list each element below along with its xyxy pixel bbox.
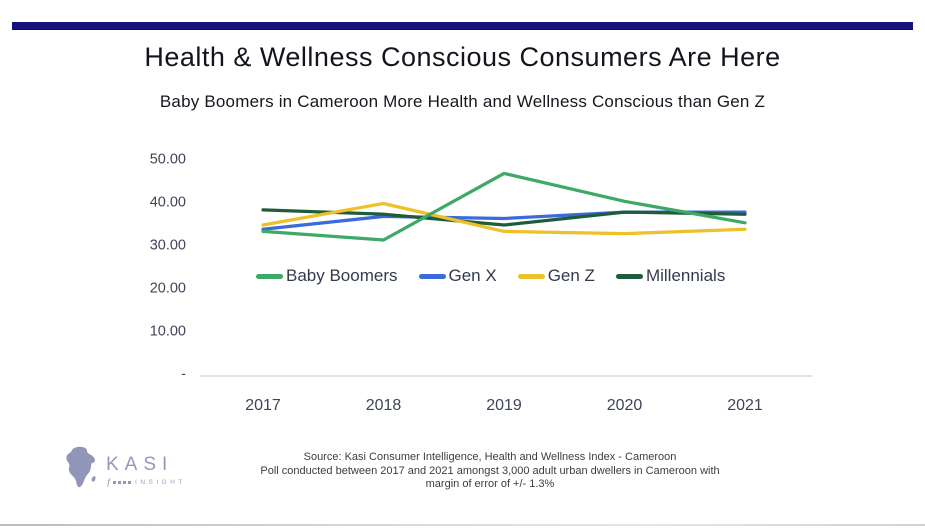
legend-item: Baby Boomers — [256, 266, 398, 286]
series-line-millennials — [261, 208, 747, 227]
chart-subtitle: Baby Boomers in Cameroon More Health and… — [159, 92, 766, 111]
legend-swatch — [517, 273, 545, 279]
legend-item: Gen X — [418, 266, 497, 286]
series-line-gen-z — [261, 201, 747, 236]
x-tick-label: 2020 — [607, 397, 643, 414]
y-tick-label: 30.00 — [150, 237, 186, 253]
legend-swatch — [418, 273, 446, 279]
legend-label: Baby Boomers — [286, 266, 398, 285]
y-tick-label: 10.00 — [150, 323, 186, 339]
legend-label: Gen X — [448, 266, 497, 285]
logo-brand-text: KASI — [106, 454, 174, 475]
footer-source: Source: Kasi Consumer Intelligence, Heal… — [55, 451, 925, 492]
legend-swatch — [256, 273, 283, 279]
y-tick-label: 20.00 — [150, 280, 186, 296]
logo-script-mark: ƒ — [106, 477, 112, 487]
y-tick-label: - — [181, 366, 186, 382]
chart-legend: Baby Boomers Gen X Gen Z Millennials — [256, 266, 725, 286]
legend-item: Gen Z — [517, 266, 595, 286]
x-tick-label: 2019 — [486, 397, 522, 414]
chart-title: Health & Wellness Conscious Consumers Ar… — [144, 42, 781, 72]
x-tick-label: 2017 — [245, 397, 281, 414]
footer-line-3: margin of error of +/- 1.3% — [425, 478, 555, 490]
kasi-logo: KASI ƒ INSIGHT — [62, 446, 192, 504]
logo-squares — [113, 480, 132, 484]
x-tick-label: 2018 — [366, 397, 402, 414]
logo-tagline-text: INSIGHT — [135, 478, 186, 486]
line-chart: 50.00 40.00 30.00 20.00 10.00 - 2017 2018 2019 20… — [150, 140, 830, 425]
footer-line-1: Source: Kasi Consumer Intelligence, Heal… — [303, 451, 677, 463]
africa-icon — [66, 446, 96, 488]
bottom-divider — [0, 524, 925, 526]
legend-label: Gen Z — [547, 266, 595, 285]
y-tick-label: 50.00 — [150, 151, 186, 167]
series-line-baby-boomers — [261, 171, 747, 242]
x-tick-label: 2021 — [727, 397, 763, 414]
footer-line-2: Poll conducted between 2017 and 2021 amo… — [260, 464, 720, 477]
y-tick-label: 40.00 — [150, 194, 186, 210]
legend-item: Millennials — [615, 266, 726, 286]
legend-label: Millennials — [645, 266, 726, 285]
chart-svg: 50.00 40.00 30.00 20.00 10.00 - 2017 2018 2019 20… — [150, 151, 812, 414]
series-line-gen-x — [261, 210, 747, 231]
top-accent-bar — [12, 22, 913, 30]
legend-swatch — [615, 273, 643, 279]
